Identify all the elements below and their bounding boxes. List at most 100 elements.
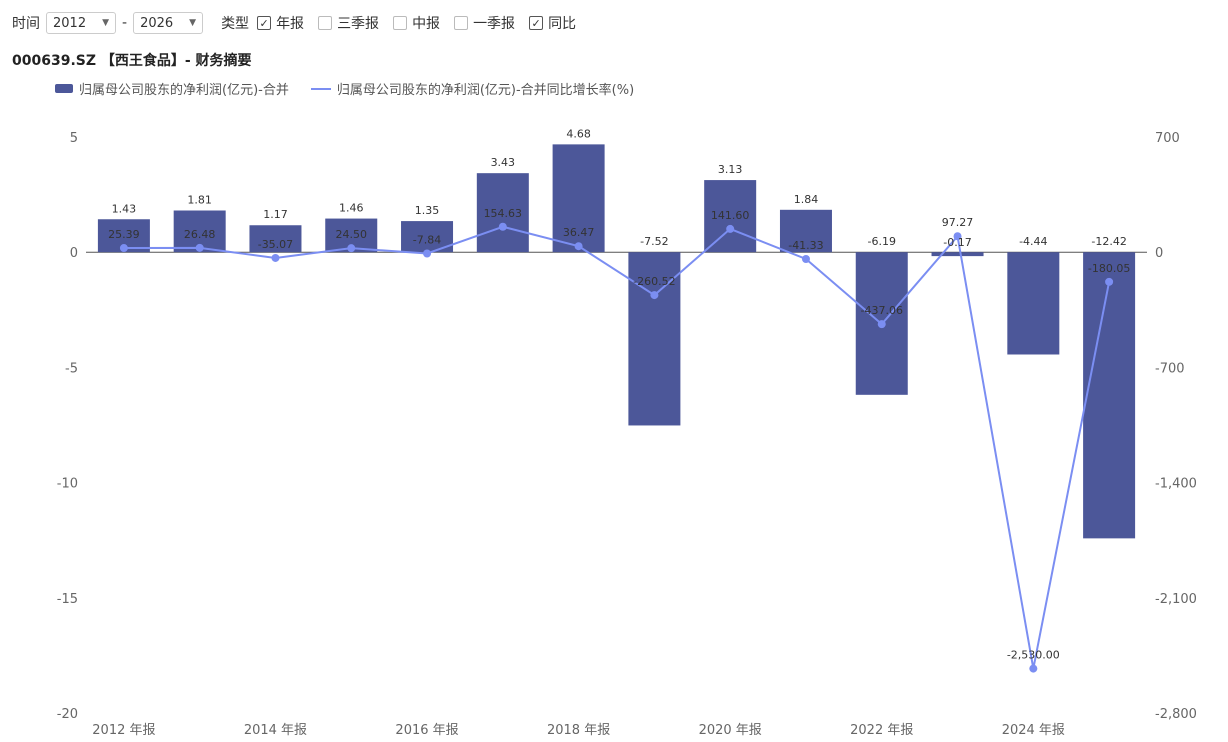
left-axis-tick: -10 — [57, 477, 78, 492]
line-point[interactable] — [498, 222, 507, 231]
bar-data-label: -0.17 — [943, 236, 971, 249]
bar[interactable] — [476, 173, 529, 253]
x-axis-tick: 2014 年报 — [244, 723, 307, 738]
line-point[interactable] — [423, 249, 432, 258]
filter-toolbar: 时间 2012 ▼ - 2026 ▼ 类型 ✓ 年报 三季报 中报 一季报 ✓ … — [12, 10, 590, 36]
line-point[interactable] — [574, 242, 583, 251]
x-axis-tick: 2016 年报 — [395, 723, 458, 738]
line-point[interactable] — [650, 291, 659, 300]
bar[interactable] — [249, 225, 302, 253]
bar-data-label: 1.81 — [187, 193, 212, 206]
right-axis-tick: 0 — [1155, 246, 1163, 261]
line-data-label: -180.05 — [1088, 262, 1130, 275]
time-label: 时间 — [12, 16, 40, 32]
legend-item-bar[interactable]: 归属母公司股东的净利润(亿元)-合并 — [55, 79, 289, 98]
line-point[interactable] — [726, 224, 735, 233]
legend-line-swatch — [310, 87, 331, 90]
line-point[interactable] — [195, 243, 204, 252]
line-point[interactable] — [119, 244, 128, 253]
checkbox-q3-label: 三季报 — [337, 16, 380, 32]
right-axis-tick: -2,100 — [1155, 592, 1197, 607]
bar[interactable] — [779, 209, 832, 253]
checkbox-half[interactable]: 中报 — [393, 13, 440, 33]
start-year-select[interactable]: 2012 ▼ — [46, 12, 116, 34]
line-data-label: 25.39 — [108, 228, 140, 241]
legend-item-line[interactable]: 归属母公司股东的净利润(亿元)-合并同比增长率(%) — [310, 79, 635, 98]
right-axis-tick: -1,400 — [1155, 477, 1197, 492]
line-point[interactable] — [801, 255, 810, 264]
check-icon: ✓ — [529, 16, 544, 30]
line-data-label: -437.06 — [861, 304, 903, 317]
line-point[interactable] — [347, 244, 356, 253]
type-label: 类型 — [221, 16, 250, 32]
bar-data-label: 1.84 — [794, 193, 819, 206]
line-data-label: -35.07 — [258, 238, 293, 251]
line-point[interactable] — [1029, 664, 1038, 673]
right-axis-tick: 700 — [1155, 131, 1180, 146]
chevron-down-icon: ▼ — [189, 18, 197, 28]
line-data-label: -41.33 — [788, 239, 823, 252]
x-axis-tick: 2012 年报 — [92, 723, 155, 738]
left-axis-tick: -20 — [57, 707, 78, 722]
checkbox-q1-label: 一季报 — [473, 16, 516, 32]
line-point[interactable] — [877, 320, 886, 329]
left-axis-tick: 5 — [70, 131, 78, 146]
legend-bar-swatch — [55, 84, 73, 93]
bar-data-label: 3.13 — [718, 163, 743, 176]
line-data-label: 141.60 — [711, 209, 750, 222]
line-data-label: 24.50 — [336, 228, 368, 241]
line-point[interactable] — [1105, 277, 1114, 286]
x-axis-tick: 2022 年报 — [850, 723, 913, 738]
page-title: 000639.SZ 【西王食品】- 财务摘要 — [12, 53, 252, 69]
line-data-label: 154.63 — [484, 207, 523, 220]
left-axis-tick: 0 — [70, 246, 78, 261]
bar-data-label: 1.46 — [339, 202, 364, 215]
right-axis-tick: -2,800 — [1155, 707, 1197, 722]
line-point[interactable] — [271, 253, 280, 262]
start-year-value: 2012 — [53, 15, 87, 31]
yoy-line — [123, 225, 1111, 669]
legend-bar-label: 归属母公司股东的净利润(亿元)-合并 — [79, 83, 289, 98]
bar-data-label: 3.43 — [491, 156, 516, 169]
bar[interactable] — [704, 180, 757, 253]
end-year-value: 2026 — [140, 15, 174, 31]
bar-data-label: 1.35 — [415, 204, 440, 217]
bar-data-label: -6.19 — [868, 235, 896, 248]
bar[interactable] — [1007, 252, 1060, 355]
year-separator: - — [122, 15, 128, 31]
checkbox-q3[interactable]: 三季报 — [318, 13, 379, 33]
end-year-select[interactable]: 2026 ▼ — [133, 12, 204, 34]
bar-data-label: 1.17 — [263, 208, 288, 221]
checkbox-annual[interactable]: ✓ 年报 — [257, 13, 304, 33]
checkbox-empty-icon — [454, 16, 469, 30]
left-axis-tick: -15 — [57, 592, 78, 607]
checkbox-q1[interactable]: 一季报 — [454, 13, 515, 33]
x-axis-tick: 2020 年报 — [699, 723, 762, 738]
bar[interactable] — [1083, 252, 1136, 539]
checkbox-yoy[interactable]: ✓ 同比 — [529, 13, 576, 33]
left-axis-tick: -5 — [65, 361, 78, 376]
bar[interactable] — [552, 144, 605, 253]
check-icon: ✓ — [257, 16, 272, 30]
bar-data-label: 4.68 — [566, 127, 591, 140]
bar-data-label: -7.52 — [640, 235, 668, 248]
x-axis-tick: 2024 年报 — [1002, 723, 1065, 738]
legend-line-label: 归属母公司股东的净利润(亿元)-合并同比增长率(%) — [336, 83, 635, 98]
checkbox-yoy-label: 同比 — [548, 16, 577, 32]
line-data-label: 97.27 — [942, 216, 974, 229]
chart-legend: 归属母公司股东的净利润(亿元)-合并 归属母公司股东的净利润(亿元)-合并同比增… — [55, 79, 656, 98]
line-data-label: -2,530.00 — [1007, 649, 1060, 662]
checkbox-empty-icon — [318, 16, 333, 30]
line-point[interactable] — [953, 232, 962, 241]
checkbox-empty-icon — [393, 16, 408, 30]
x-axis-tick: 2018 年报 — [547, 723, 610, 738]
line-data-label: -7.84 — [413, 233, 441, 246]
bar-data-label: 1.43 — [112, 202, 137, 215]
right-axis-tick: -700 — [1155, 361, 1185, 376]
bar[interactable] — [931, 252, 984, 257]
line-data-label: 36.47 — [563, 226, 595, 239]
chevron-down-icon: ▼ — [102, 18, 109, 28]
line-data-label: 26.48 — [184, 228, 216, 241]
bar-data-label: -12.42 — [1091, 235, 1126, 248]
